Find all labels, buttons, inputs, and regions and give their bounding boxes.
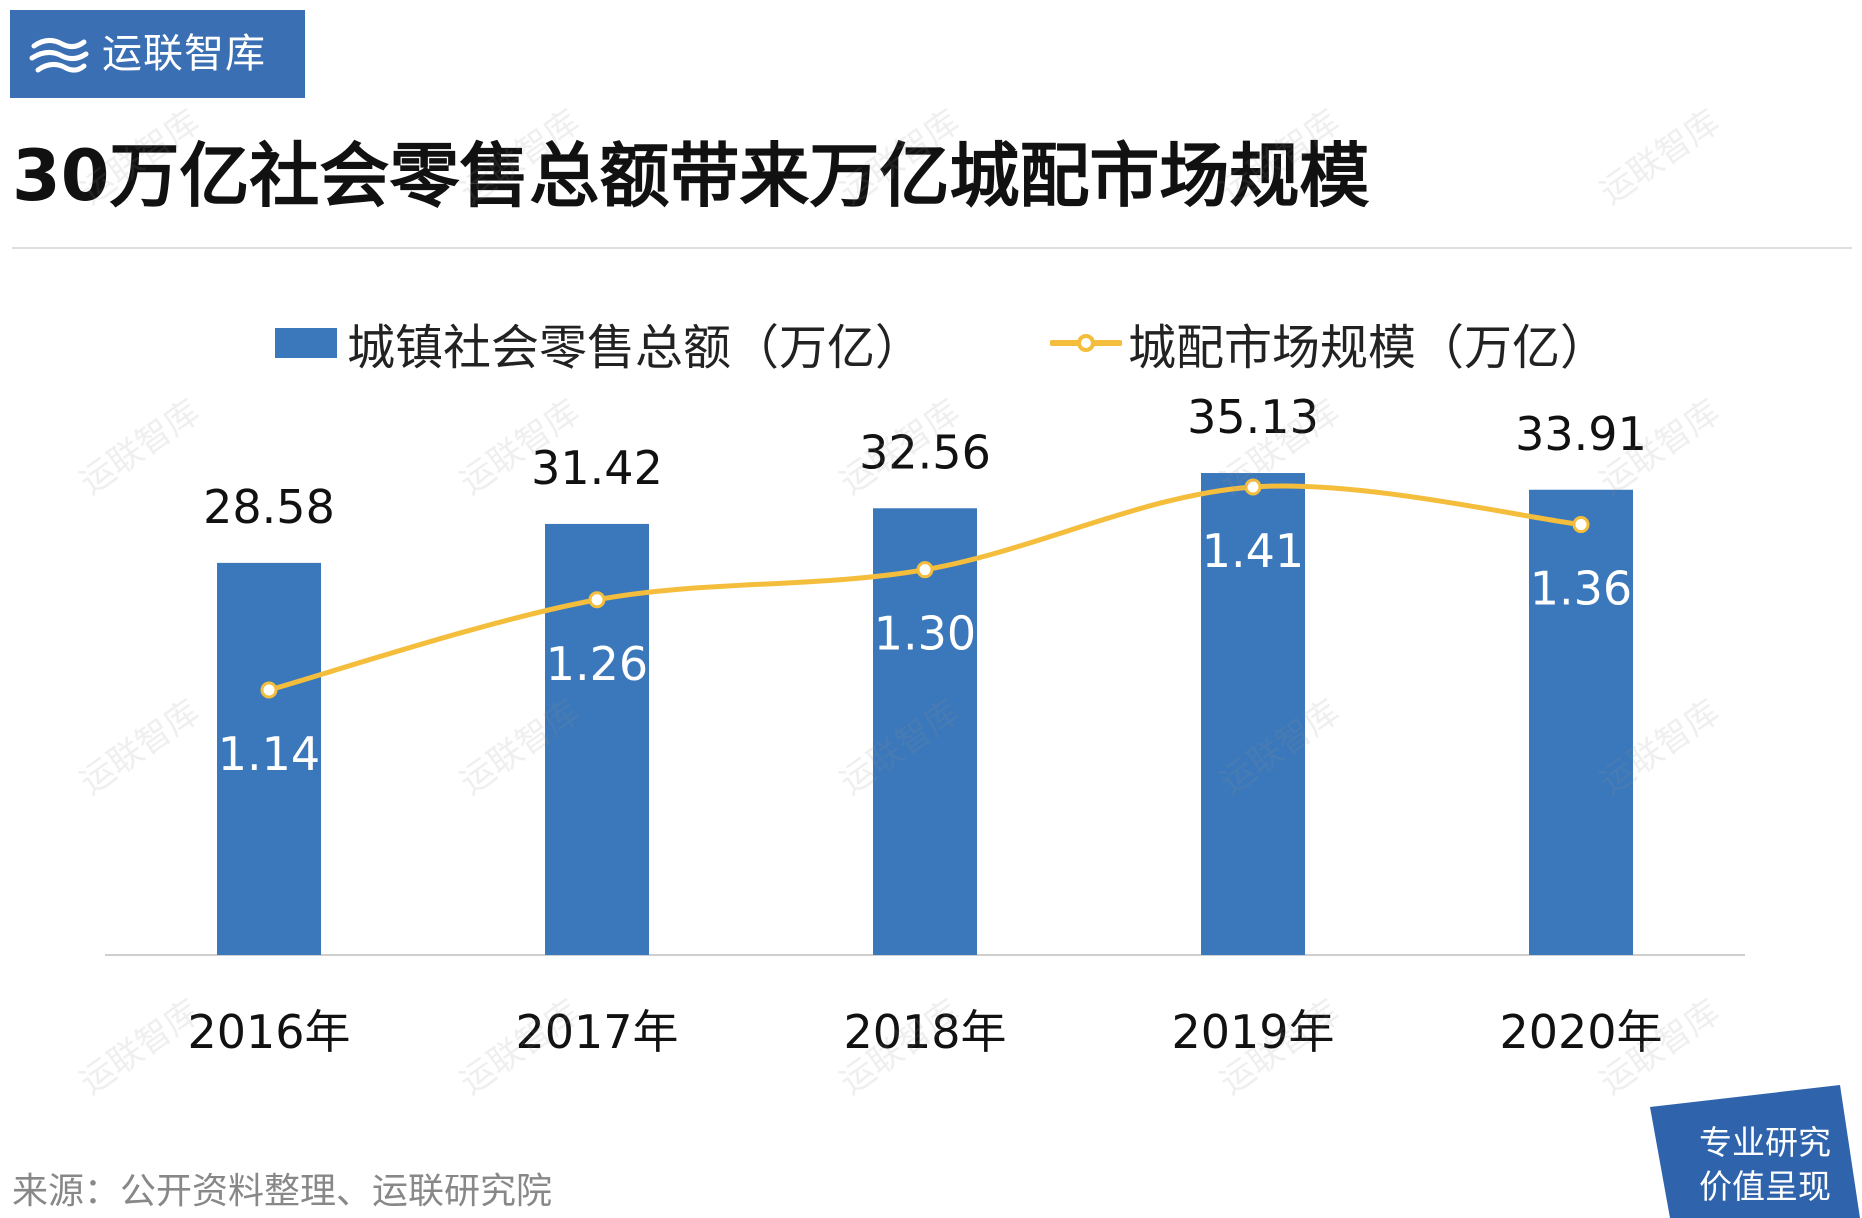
line-point	[260, 681, 278, 699]
page-title: 30万亿社会零售总额带来万亿城配市场规模	[12, 135, 1370, 217]
legend-item-bar: 城镇社会零售总额（万亿）	[275, 308, 923, 378]
line-point	[588, 591, 606, 609]
line-value-label: 1.30	[874, 607, 976, 661]
x-tick-label: 2016年	[187, 1005, 350, 1059]
legend-bar-label: 城镇社会零售总额（万亿）	[347, 320, 924, 376]
brand-logo: 运联智库	[10, 10, 305, 98]
bar-value-label: 31.42	[531, 441, 663, 495]
legend-bar-swatch	[275, 328, 337, 358]
bar-value-label: 33.91	[1515, 407, 1647, 461]
line-value-label: 1.41	[1202, 524, 1304, 578]
line-point	[916, 561, 934, 579]
title-divider	[12, 247, 1852, 249]
bar	[1201, 473, 1305, 955]
line-value-label: 1.14	[218, 727, 320, 781]
bar	[1529, 489, 1633, 955]
bar-value-label: 35.13	[1187, 390, 1319, 444]
x-tick-label: 2019年	[1171, 1005, 1334, 1059]
source-note: 来源：公开资料整理、运联研究院	[12, 1171, 553, 1212]
brand-name: 运联智库	[102, 31, 266, 77]
slogan-line-2: 价值呈现	[1699, 1167, 1831, 1206]
line-point	[1572, 516, 1590, 534]
bar	[873, 508, 977, 955]
x-tick-label: 2018年	[843, 1005, 1006, 1059]
slogan-line-1: 专业研究	[1699, 1123, 1831, 1162]
line-value-label: 1.36	[1530, 562, 1632, 616]
bar-value-label: 32.56	[859, 425, 991, 479]
bar	[545, 523, 649, 955]
line-point	[1244, 478, 1262, 496]
brand-logo-icon	[29, 38, 89, 73]
legend-line-label: 城配市场规模（万亿）	[1128, 320, 1609, 376]
legend-line-swatch	[1050, 334, 1122, 352]
bar-value-label: 28.58	[203, 480, 335, 534]
slogan-badge: 专业研究 价值呈现	[1650, 1085, 1860, 1218]
line-value-label: 1.26	[546, 637, 648, 691]
x-tick-label: 2017年	[515, 1005, 678, 1059]
bar	[217, 562, 321, 955]
legend-item-line: 城配市场规模（万亿）	[1050, 308, 1608, 378]
slogan-shape	[1650, 1085, 1860, 1218]
x-tick-label: 2020年	[1499, 1005, 1662, 1059]
